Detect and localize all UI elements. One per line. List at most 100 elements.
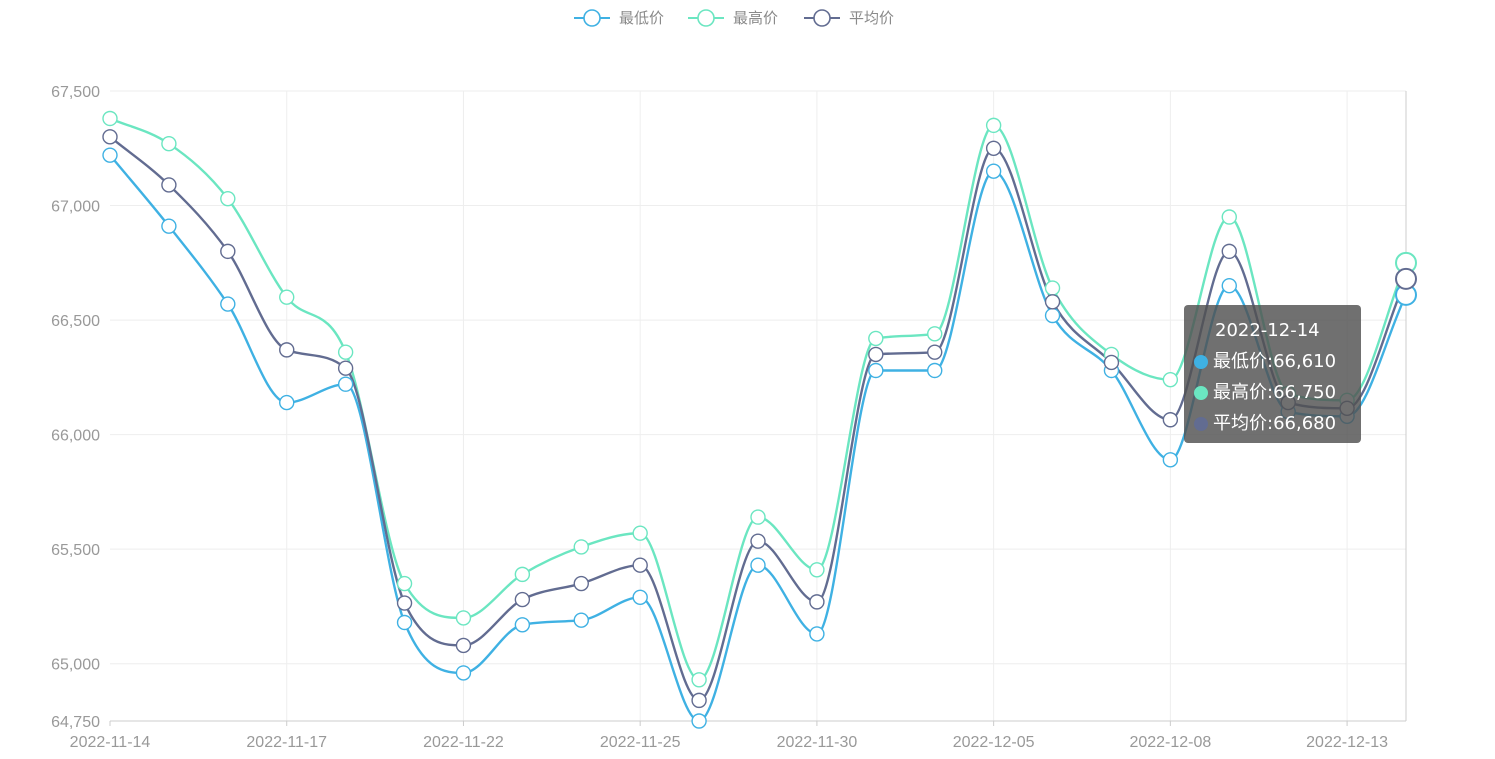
data-point-avg[interactable] — [750, 533, 766, 549]
data-point-high[interactable] — [337, 344, 354, 360]
data-point-avg[interactable] — [691, 692, 707, 709]
y-tick-label: 67,000 — [51, 199, 100, 216]
data-point-avg[interactable] — [161, 177, 177, 193]
x-tick-label: 2022-11-25 — [600, 734, 681, 751]
data-point-avg[interactable] — [809, 594, 825, 610]
y-tick-label: 64,750 — [51, 714, 100, 731]
data-point-low[interactable] — [985, 163, 1002, 179]
data-point-low[interactable] — [337, 376, 354, 392]
x-tick-label: 2022-12-08 — [1129, 734, 1211, 751]
data-point-high[interactable] — [750, 509, 766, 525]
tooltip-row-high: 最高价: 66,750 — [1194, 377, 1353, 408]
data-point-avg[interactable] — [1162, 412, 1179, 428]
data-point-low[interactable] — [161, 218, 177, 234]
data-point-low[interactable] — [927, 362, 943, 379]
data-point-high[interactable] — [514, 566, 531, 583]
y-tick-label: 65,500 — [51, 542, 100, 559]
tooltip-value-avg: 66,680 — [1273, 413, 1337, 434]
data-point-avg[interactable] — [1395, 267, 1417, 290]
data-point-high[interactable] — [573, 539, 589, 555]
x-tick-label: 2022-11-22 — [423, 734, 504, 751]
chart-tooltip: 2022-12-14 最低价: 66,610 最高价: 66,750 平均价: … — [1184, 305, 1361, 443]
data-point-avg[interactable] — [455, 637, 472, 654]
data-point-low[interactable] — [1221, 278, 1237, 294]
data-point-low[interactable] — [396, 614, 413, 631]
legend-item[interactable]: 最高价 — [688, 9, 778, 27]
y-tick-label: 67,500 — [51, 84, 100, 101]
tooltip-value-high: 66,750 — [1273, 382, 1337, 403]
data-point-low[interactable] — [573, 612, 589, 628]
x-tick-label: 2022-11-17 — [246, 734, 327, 751]
data-point-low[interactable] — [1044, 307, 1061, 324]
data-point-high[interactable] — [691, 672, 707, 688]
data-point-avg[interactable] — [985, 140, 1002, 156]
x-tick-label: 2022-11-30 — [777, 734, 858, 751]
tooltip-title: 2022-12-14 — [1215, 320, 1320, 341]
tooltip-label-high: 最高价 — [1213, 382, 1267, 403]
legend-circle-icon — [583, 9, 601, 27]
data-point-low[interactable] — [750, 557, 766, 573]
data-point-high[interactable] — [985, 117, 1002, 134]
y-tick-label: 66,000 — [51, 428, 100, 445]
data-point-avg[interactable] — [927, 344, 943, 360]
data-point-high[interactable] — [868, 330, 884, 347]
legend-label: 最低价 — [619, 9, 664, 27]
data-point-high[interactable] — [455, 610, 472, 626]
legend-item[interactable]: 平均价 — [804, 9, 894, 27]
data-point-avg[interactable] — [396, 595, 413, 611]
data-point-low[interactable] — [1162, 452, 1179, 468]
legend-item[interactable]: 最低价 — [574, 9, 664, 27]
data-point-low[interactable] — [220, 296, 236, 312]
tooltip-dot-avg — [1194, 416, 1208, 431]
data-point-avg[interactable] — [337, 360, 354, 376]
tooltip-value-low: 66,610 — [1273, 351, 1337, 372]
data-point-avg[interactable] — [573, 575, 589, 592]
data-point-high[interactable] — [809, 562, 825, 578]
data-point-avg[interactable] — [102, 129, 118, 145]
legend-circle-icon — [697, 9, 715, 27]
legend-circle-icon — [813, 9, 831, 27]
legend[interactable]: 最低价 最高价 平均价 — [574, 9, 894, 27]
x-tick-label: 2022-11-14 — [70, 734, 151, 751]
tooltip-dot-low — [1194, 354, 1208, 369]
data-point-low[interactable] — [514, 617, 531, 633]
data-point-high[interactable] — [161, 135, 177, 152]
data-point-high[interactable] — [927, 326, 943, 342]
x-tick-label: 2022-12-05 — [953, 734, 1035, 751]
data-point-high[interactable] — [1044, 280, 1061, 296]
data-point-avg[interactable] — [1103, 354, 1120, 371]
data-point-high[interactable] — [102, 110, 118, 127]
data-point-low[interactable] — [691, 713, 707, 729]
data-point-avg[interactable] — [514, 591, 531, 608]
tooltip-label-low: 最低价 — [1213, 351, 1267, 372]
tooltip-row-avg: 平均价: 66,680 — [1194, 408, 1353, 439]
legend-label: 平均价 — [849, 9, 894, 27]
data-point-low[interactable] — [632, 589, 648, 605]
data-point-low[interactable] — [455, 665, 472, 681]
legend-label: 最高价 — [733, 9, 778, 27]
y-tick-label: 65,000 — [51, 657, 100, 674]
data-point-low[interactable] — [102, 147, 118, 163]
data-point-high[interactable] — [1162, 371, 1179, 388]
axes: 64,750 65,000 65,500 66,000 66,500 67,000 67,5… — [51, 84, 1406, 751]
data-point-high[interactable] — [220, 190, 236, 207]
x-tick-label: 2022-12-13 — [1306, 734, 1388, 751]
y-tick-label: 66,500 — [51, 313, 100, 330]
data-point-high[interactable] — [396, 575, 413, 592]
data-point-avg[interactable] — [632, 557, 648, 573]
data-point-high[interactable] — [632, 525, 648, 541]
data-point-avg[interactable] — [279, 342, 295, 358]
data-point-high[interactable] — [1221, 209, 1237, 225]
data-point-low[interactable] — [279, 394, 295, 411]
tooltip-dot-high — [1194, 385, 1208, 400]
data-point-avg[interactable] — [1044, 294, 1061, 310]
tooltip-label-avg: 平均价 — [1213, 413, 1267, 434]
data-point-high[interactable] — [279, 289, 295, 305]
data-point-low[interactable] — [868, 362, 884, 379]
data-point-avg[interactable] — [868, 346, 884, 363]
data-point-avg[interactable] — [1221, 243, 1237, 260]
data-point-low[interactable] — [809, 626, 825, 642]
data-point-avg[interactable] — [220, 243, 236, 260]
tooltip-row-low: 最低价: 66,610 — [1194, 346, 1353, 377]
